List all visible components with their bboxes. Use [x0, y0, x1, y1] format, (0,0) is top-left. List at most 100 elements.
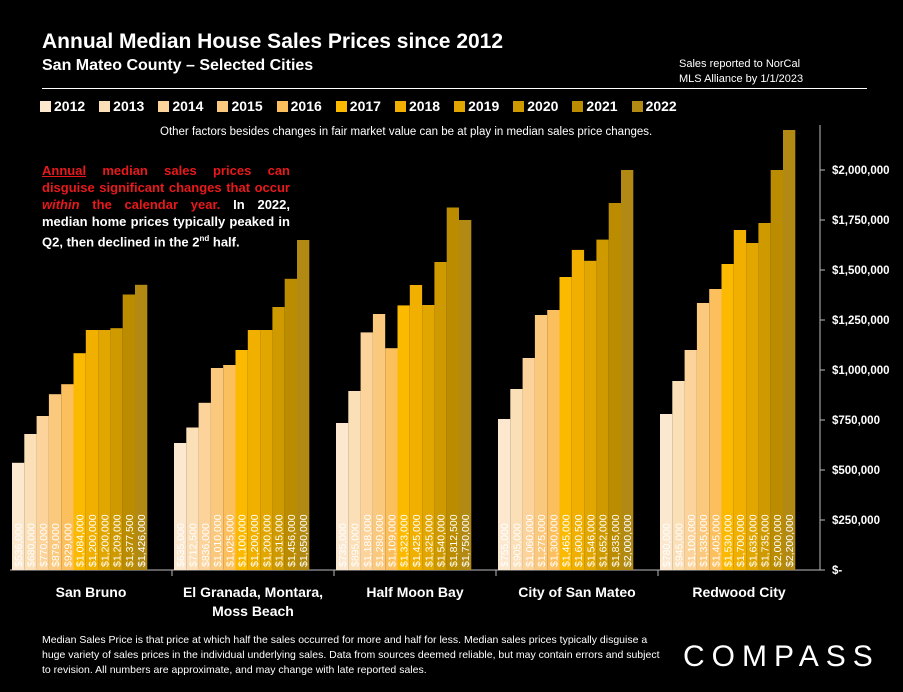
- legend-item-2018: 2018: [394, 98, 440, 114]
- data-label: $879,000: [50, 523, 62, 567]
- legend-label: 2014: [172, 98, 204, 114]
- y-tick-label: $-: [832, 565, 842, 577]
- bar: [621, 170, 634, 570]
- legend-label: 2016: [290, 98, 322, 114]
- legend-label: 2017: [349, 98, 381, 114]
- bar: [385, 348, 398, 570]
- callout-red-part2: the calendar year.: [79, 197, 221, 212]
- chart-title: Annual Median House Sales Prices since 2…: [42, 30, 504, 53]
- bar: [336, 423, 349, 570]
- bar: [122, 294, 135, 570]
- chart-subtitle: San Mateo County – Selected Cities: [42, 57, 314, 74]
- bar: [446, 207, 459, 570]
- category-label: San Bruno: [56, 584, 127, 600]
- data-label: $680,000: [25, 523, 37, 567]
- data-label: $1,025,000: [224, 514, 236, 567]
- category-label: Redwood City: [692, 584, 786, 600]
- bar: [758, 223, 771, 570]
- y-tick-label: $750,000: [832, 415, 880, 427]
- data-label: $2,000,000: [622, 514, 634, 567]
- bar: [409, 285, 423, 570]
- legend-label: 2013: [113, 98, 145, 114]
- callout-red-underlined: Annual: [42, 163, 87, 178]
- callout-superscript: nd: [199, 234, 210, 243]
- bar: [284, 278, 297, 570]
- data-label: $755,000: [499, 523, 511, 567]
- data-label: $945,000: [673, 523, 685, 567]
- data-label: $2,000,000: [772, 514, 784, 567]
- category-label: Half Moon Bay: [366, 584, 463, 600]
- bar: [434, 262, 447, 570]
- data-label: $1,200,000: [249, 514, 261, 567]
- legend-label: 2020: [527, 98, 559, 114]
- data-label: $1,200,000: [99, 514, 111, 567]
- data-label: $2,200,000: [784, 514, 796, 567]
- bar: [73, 353, 86, 570]
- legend-label: 2022: [645, 98, 677, 114]
- data-label: $895,000: [349, 523, 361, 567]
- y-tick-label: $500,000: [832, 465, 880, 477]
- legend-swatch: [513, 100, 525, 112]
- legend-swatch: [454, 100, 466, 112]
- bar: [372, 314, 386, 570]
- bar: [459, 220, 472, 570]
- y-tick-label: $1,750,000: [832, 215, 890, 227]
- bar: [235, 350, 248, 570]
- data-label: $1,200,000: [261, 514, 273, 567]
- bar: [559, 277, 572, 570]
- legend-label: 2012: [54, 98, 86, 114]
- source-note: Sales reported to NorCal MLS Alliance by…: [679, 57, 803, 87]
- data-label: $1,100,000: [237, 514, 249, 567]
- data-label: $1,425,000: [411, 514, 423, 567]
- legend-item-2014: 2014: [158, 98, 203, 114]
- legend-swatch: [631, 100, 643, 112]
- data-label: $929,000: [62, 523, 74, 567]
- y-tick-label: $1,000,000: [832, 365, 890, 377]
- data-label: $735,000: [337, 523, 349, 567]
- bar: [12, 462, 25, 570]
- chart-note: Other factors besides changes in fair ma…: [160, 126, 653, 138]
- legend-item-2013: 2013: [99, 98, 144, 114]
- y-tick-label: $1,250,000: [832, 315, 890, 327]
- legend-label: 2019: [468, 98, 500, 114]
- bar: [210, 368, 224, 570]
- data-label: $1,010,000: [212, 514, 224, 567]
- data-label: $1,405,000: [710, 514, 722, 567]
- header-divider: [42, 88, 867, 89]
- y-tick-label: $1,500,000: [832, 265, 890, 277]
- bar: [721, 264, 734, 570]
- data-label: $536,000: [13, 523, 25, 567]
- bar: [547, 310, 560, 570]
- data-label: $836,000: [200, 523, 212, 567]
- data-label: $1,600,500: [573, 514, 585, 567]
- data-label: $1,426,000: [136, 514, 148, 567]
- legend-swatch: [276, 100, 288, 112]
- legend-label: 2015: [231, 98, 263, 114]
- data-label: $1,465,000: [561, 514, 573, 567]
- legend-item-2015: 2015: [217, 98, 263, 114]
- legend-item-2020: 2020: [513, 98, 558, 114]
- data-label: $780,000: [661, 523, 673, 567]
- data-label: $1,209,000: [112, 514, 124, 567]
- data-label: $1,060,000: [524, 514, 536, 567]
- bar: [24, 434, 37, 570]
- data-label: $1,280,000: [374, 514, 386, 567]
- legend-item-2021: 2021: [572, 98, 618, 114]
- bar: [61, 384, 74, 570]
- bar: [733, 230, 747, 570]
- bar: [135, 284, 148, 570]
- legend-swatch: [335, 100, 347, 112]
- data-label: $1,635,000: [747, 514, 759, 567]
- bar: [696, 303, 710, 570]
- legend-swatch: [394, 100, 406, 112]
- bar: [746, 243, 759, 570]
- data-label: $1,650,000: [298, 514, 310, 567]
- bar: [510, 389, 523, 570]
- bar: [223, 365, 236, 570]
- bar: [684, 350, 697, 570]
- legend-item-2017: 2017: [335, 98, 381, 114]
- source-line-2: MLS Alliance by 1/1/2023: [679, 73, 804, 85]
- category-label: Moss Beach: [212, 603, 294, 619]
- data-label: $1,700,000: [735, 514, 747, 567]
- bar: [297, 240, 310, 570]
